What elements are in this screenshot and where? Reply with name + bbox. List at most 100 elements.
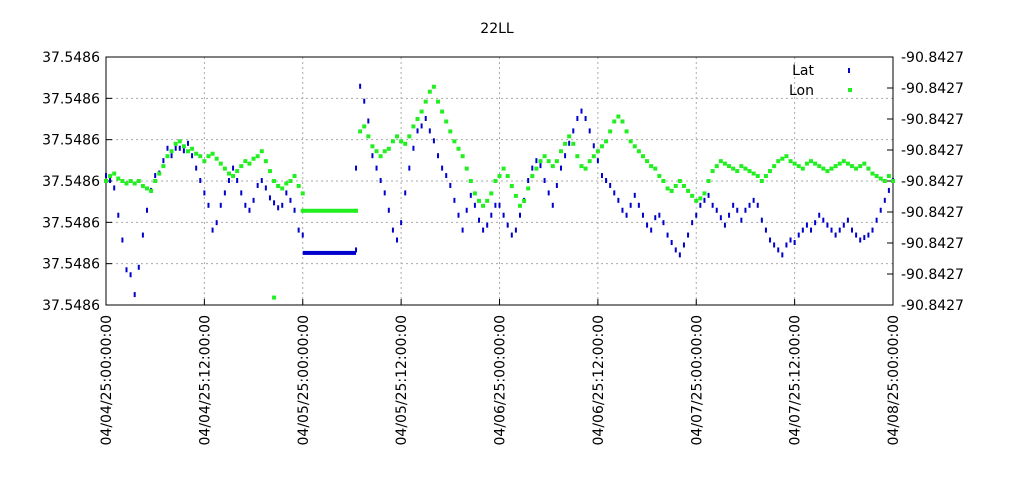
y-left-tick-label: 37.5486: [42, 50, 100, 66]
legend-label-lon: Lon: [789, 83, 814, 99]
lat-point: [732, 202, 735, 208]
lat-point: [170, 153, 173, 159]
lon-point: [817, 164, 822, 169]
lat-point: [777, 247, 780, 253]
lat-point: [789, 237, 792, 243]
lat-point: [199, 178, 202, 183]
lon-point: [468, 179, 473, 183]
lat-point: [666, 232, 669, 238]
lon-point: [501, 166, 506, 171]
lon-point: [161, 164, 166, 169]
lon-point: [534, 166, 539, 171]
lat-point: [691, 220, 694, 226]
lat-point: [572, 128, 575, 134]
lon-point: [481, 203, 486, 208]
lon-point: [292, 174, 297, 179]
x-tick-label: 04/08/25:00:00:00: [886, 315, 902, 445]
y-right-tick-label: -90.8427: [901, 143, 964, 159]
lon-point: [456, 146, 461, 151]
grid-lines: [106, 57, 893, 305]
y-right-tick-label: -90.8427: [901, 236, 964, 252]
lat-point: [260, 178, 263, 183]
lon-point: [837, 161, 842, 166]
lon-flat-segment: [302, 208, 357, 213]
lon-point: [190, 146, 195, 151]
legend-label-lat: Lat: [792, 63, 814, 79]
lon-point: [755, 174, 760, 179]
lon-point: [809, 159, 814, 164]
lon-point: [276, 183, 281, 188]
lat-point: [252, 197, 255, 203]
lat-point: [145, 207, 148, 213]
lon-point: [509, 183, 514, 188]
lon-point: [563, 141, 568, 146]
lat-point: [432, 138, 435, 144]
lat-point: [441, 165, 444, 171]
lon-point: [395, 134, 400, 139]
lon-point: [300, 191, 305, 196]
lon-point: [575, 154, 580, 159]
lat-point: [227, 178, 230, 183]
lon-point: [104, 179, 108, 183]
lon-point: [460, 154, 465, 159]
y-axis-left: 37.5486 37.5486 37.5486 37.5486 37.5486 37.54…: [42, 50, 112, 314]
lon-point: [710, 169, 715, 174]
lat-point: [568, 140, 571, 146]
lat-point: [678, 252, 681, 258]
lat-point: [555, 182, 558, 188]
y-axis-right: -90.8427 -90.8427 -90.8427 -90.8427 -90.8427…: [887, 50, 964, 314]
lon-point: [772, 164, 777, 169]
lon-point: [878, 176, 883, 181]
lon-point: [206, 154, 211, 159]
lon-point: [198, 154, 203, 159]
lat-point: [748, 202, 751, 208]
lon-point: [157, 171, 162, 176]
lon-point: [833, 164, 838, 169]
lon-point: [796, 164, 801, 169]
y-right-tick-label: -90.8427: [901, 112, 964, 128]
lat-point: [236, 178, 239, 183]
chart-title: 22LL: [480, 21, 514, 37]
lon-point: [280, 186, 285, 191]
lat-point: [621, 207, 624, 213]
lat-point: [646, 222, 649, 228]
lon-point: [587, 159, 592, 164]
lat-point: [535, 158, 538, 164]
lat-point: [215, 220, 218, 226]
lon-point: [251, 156, 256, 161]
lon-point: [144, 186, 149, 191]
lat-point: [141, 232, 144, 238]
lat-point: [658, 212, 661, 218]
lon-point: [140, 183, 145, 188]
lat-point: [699, 202, 702, 208]
lon-point: [829, 166, 834, 171]
lon-point: [768, 169, 773, 174]
lat-point: [629, 202, 632, 208]
lat-point: [285, 190, 288, 196]
lon-point: [382, 149, 387, 154]
lat-point: [744, 207, 747, 213]
lon-point: [218, 161, 223, 166]
lon-point: [128, 179, 133, 183]
lon-point: [362, 124, 367, 129]
x-tick-label: 04/04/25:00:00:00: [99, 315, 115, 445]
lon-point: [132, 181, 137, 186]
lon-point: [202, 159, 207, 164]
lat-point: [355, 165, 358, 171]
lat-point: [223, 190, 226, 196]
lon-point: [436, 99, 441, 104]
lat-point: [277, 205, 280, 211]
lat-point: [609, 182, 612, 188]
lon-point: [800, 166, 805, 171]
lat-point: [613, 190, 616, 196]
lat-point: [105, 173, 107, 179]
lat-point: [383, 190, 386, 196]
lon-point: [595, 149, 600, 154]
lat-point: [391, 227, 394, 233]
lat-point: [875, 217, 878, 223]
lat-point: [293, 207, 296, 213]
lat-point: [687, 232, 690, 238]
lon-point: [403, 141, 408, 146]
lon-point: [702, 191, 707, 196]
lat-point: [654, 215, 657, 221]
